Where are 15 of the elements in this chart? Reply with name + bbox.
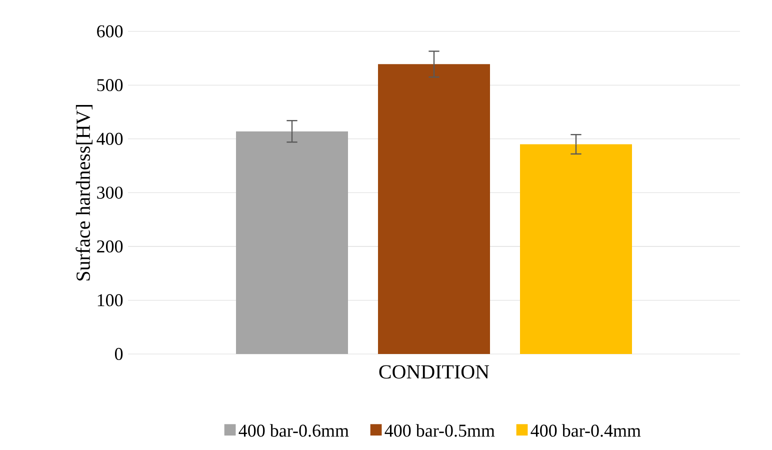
legend-label: 400 bar-0.4mm xyxy=(530,424,641,437)
legend-label: 400 bar-0.6mm xyxy=(238,424,349,437)
y-tick-label: 500 xyxy=(97,79,123,92)
y-tick-label: 600 xyxy=(97,25,123,38)
x-axis-title: CONDITION xyxy=(379,365,490,379)
bar xyxy=(520,144,632,354)
y-tick-label: 300 xyxy=(97,186,123,199)
bar xyxy=(378,64,490,354)
y-axis-title: Surface hardness[HV] xyxy=(76,105,92,280)
y-tick-label: 100 xyxy=(98,294,123,306)
y-tick-label: 400 xyxy=(96,132,123,145)
y-tick-label: 0 xyxy=(114,348,123,360)
legend-label: 400 bar-0.5mm xyxy=(384,424,495,437)
bar xyxy=(236,131,348,354)
y-tick-label: 200 xyxy=(97,240,123,253)
